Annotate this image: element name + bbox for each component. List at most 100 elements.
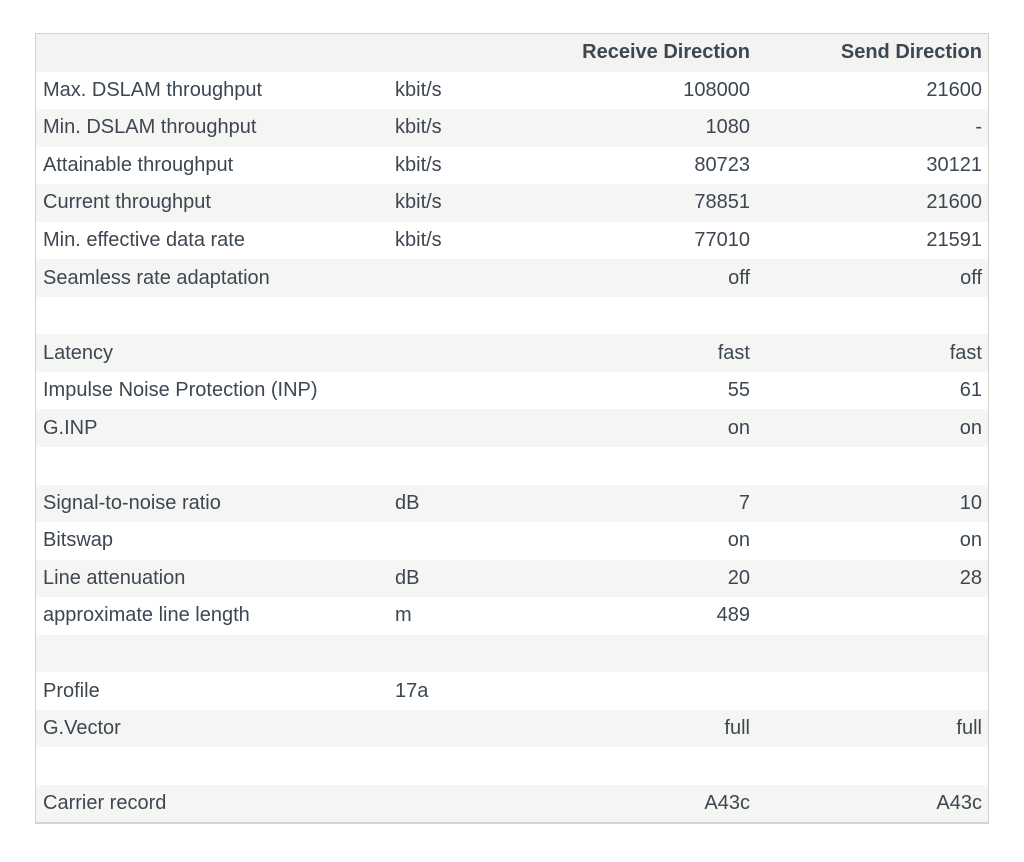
row-label-cell: Min. effective data rate (43, 229, 245, 251)
row-receive-value-cell: 7 (555, 484, 756, 523)
row-receive-value-cell: 78851 (555, 184, 756, 222)
table-row: Latency fast fast (36, 334, 988, 372)
row-unit-cell (395, 297, 555, 335)
row-receive-value-cell: on (555, 409, 756, 448)
row-send-value-cell (756, 447, 988, 485)
table-row: Carrier record A43c A43c (36, 784, 988, 823)
row-label-cell (36, 747, 395, 785)
row-label-cell: G.INP (36, 409, 395, 448)
row-receive-value-cell: 1080 (555, 109, 756, 147)
row-send-value-cell: 30121 (926, 153, 982, 176)
receive-direction-header: Receive Direction (555, 34, 756, 72)
row-label-cell: Bitswap (43, 529, 114, 552)
row-unit-cell: dB (395, 484, 555, 523)
table-row: Max. DSLAM throughput kbit/s 108000 2160… (36, 72, 988, 110)
row-label-cell: Current throughput (36, 184, 395, 222)
row-receive-value-cell (555, 447, 756, 485)
table-row (36, 634, 988, 673)
row-unit-cell (395, 259, 555, 297)
row-label-cell: Line attenuation (36, 559, 395, 598)
row-send-value-cell: 21600 (926, 78, 982, 101)
row-label-cell: Attainable throughput (43, 153, 234, 176)
table-row (36, 447, 988, 485)
row-send-value-cell: fast (756, 334, 988, 372)
row-receive-value-cell: 108000 (683, 78, 750, 101)
row-unit-cell: 17a (395, 679, 429, 702)
row-label-cell: Profile (43, 679, 100, 702)
row-send-value-cell: - (756, 109, 988, 147)
table-row: Profile 17a (36, 672, 988, 710)
row-unit-cell (395, 747, 555, 785)
table-row: Attainable throughput kbit/s 80723 30121 (36, 147, 988, 185)
table-header-row: Receive Direction Send Direction (36, 34, 988, 72)
row-label-cell: G.Vector (36, 709, 395, 748)
row-unit-cell: dB (395, 559, 555, 598)
row-receive-value-cell: 77010 (694, 229, 750, 251)
row-send-value-cell: 21591 (926, 229, 982, 251)
row-unit-cell: kbit/s (395, 229, 442, 251)
row-receive-value-cell: full (555, 709, 756, 748)
row-send-value-cell (756, 297, 988, 335)
row-unit-cell: kbit/s (395, 78, 442, 101)
row-receive-value-cell (555, 747, 756, 785)
row-send-value-cell: 28 (756, 559, 988, 598)
table-row: Line attenuation dB 20 28 (36, 559, 988, 598)
row-receive-value-cell: on (727, 529, 750, 552)
row-receive-value-cell: 489 (716, 604, 750, 627)
row-unit-cell: kbit/s (395, 153, 442, 176)
table-body: Max. DSLAM throughput kbit/s 108000 2160… (36, 72, 988, 823)
row-send-value-cell: on (959, 529, 982, 552)
table-row: G.Vector full full (36, 709, 988, 748)
row-send-value-cell (756, 597, 988, 635)
row-receive-value-cell: A43c (555, 784, 756, 823)
row-label-cell: Carrier record (36, 784, 395, 823)
row-send-value-cell (756, 672, 988, 710)
row-send-value-cell (756, 634, 988, 673)
row-receive-value-cell: 20 (555, 559, 756, 598)
row-unit-cell (395, 372, 555, 410)
dsl-stats-table: Receive Direction Send Direction Max. DS… (35, 33, 989, 825)
row-send-value-cell: 21600 (756, 184, 988, 222)
row-unit-cell (395, 409, 555, 448)
row-unit-cell (395, 447, 555, 485)
label-column-header (36, 34, 395, 72)
row-receive-value-cell (555, 672, 756, 710)
table-row: Signal-to-noise ratio dB 7 10 (36, 484, 988, 523)
row-unit-cell (395, 634, 555, 673)
row-unit-cell (395, 709, 555, 748)
row-unit-cell (395, 522, 555, 560)
table-row (36, 747, 988, 785)
row-label-cell: Signal-to-noise ratio (36, 484, 395, 523)
row-label-cell (36, 297, 395, 335)
row-label-cell: Max. DSLAM throughput (43, 78, 262, 101)
row-label-cell: Seamless rate adaptation (36, 259, 395, 297)
row-label-cell (36, 634, 395, 673)
row-label-cell: approximate line length (43, 604, 250, 627)
send-direction-header: Send Direction (756, 34, 988, 72)
table-row: approximate line length m 489 (36, 597, 988, 635)
table-row: Seamless rate adaptation off off (36, 259, 988, 297)
row-receive-value-cell: 55 (727, 379, 750, 402)
row-receive-value-cell: 80723 (694, 153, 750, 176)
table-row: G.INP on on (36, 409, 988, 448)
row-send-value-cell: on (756, 409, 988, 448)
table-row: Min. effective data rate kbit/s 77010 21… (36, 222, 988, 260)
row-receive-value-cell: fast (555, 334, 756, 372)
row-receive-value-cell (555, 297, 756, 335)
row-label-cell: Latency (36, 334, 395, 372)
row-label-cell (36, 447, 395, 485)
row-receive-value-cell (555, 634, 756, 673)
row-unit-cell: kbit/s (395, 184, 555, 222)
row-send-value-cell (756, 747, 988, 785)
row-label-cell: Impulse Noise Protection (INP) (43, 379, 318, 402)
table-row: Impulse Noise Protection (INP) 55 61 (36, 372, 988, 410)
row-send-value-cell: 10 (756, 484, 988, 523)
table-row: Current throughput kbit/s 78851 21600 (36, 184, 988, 222)
unit-column-header (395, 34, 555, 72)
row-send-value-cell: off (756, 259, 988, 297)
row-unit-cell: m (395, 604, 412, 627)
row-send-value-cell: full (756, 709, 988, 748)
table-row (36, 297, 988, 335)
row-unit-cell (395, 784, 555, 823)
row-unit-cell: kbit/s (395, 109, 555, 147)
